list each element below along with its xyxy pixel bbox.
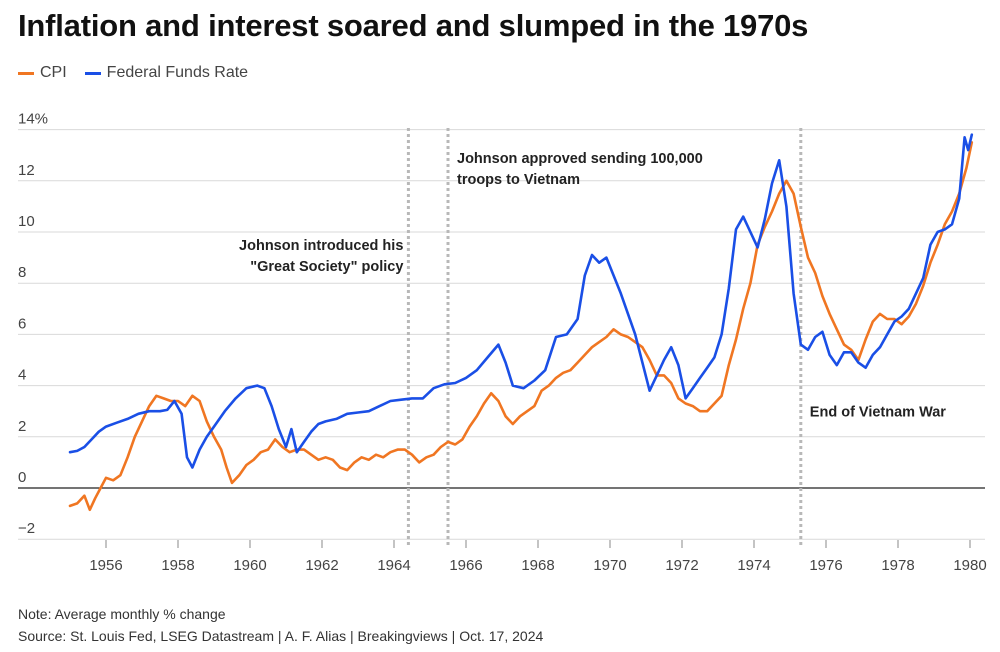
legend-label-fed-funds: Federal Funds Rate bbox=[106, 64, 249, 81]
x-tick-label: 1958 bbox=[161, 557, 194, 574]
chart-source: Source: St. Louis Fed, LSEG Datastream |… bbox=[18, 628, 544, 644]
x-tick-label: 1970 bbox=[593, 557, 626, 574]
event-annotation: Johnson approved sending 100,000 bbox=[457, 151, 703, 167]
legend-swatch-fed-funds bbox=[84, 71, 101, 75]
x-tick-label: 1974 bbox=[737, 557, 770, 574]
x-tick-label: 1976 bbox=[809, 557, 842, 574]
legend: CPI Federal Funds Rate bbox=[18, 64, 266, 82]
line-chart: 14% 12 10 8 6 4 2 0 −2 1956 1958 1960 1962 1964 1966 19… bbox=[18, 111, 987, 574]
legend-item-fed-funds: Federal Funds Rate bbox=[84, 64, 249, 82]
x-tick-label: 1960 bbox=[233, 557, 266, 574]
x-tick-label: 1972 bbox=[665, 557, 698, 574]
y-tick-label: −2 bbox=[18, 520, 35, 537]
fed-funds-series-line bbox=[68, 133, 974, 469]
y-tick-label: 12 bbox=[18, 162, 35, 179]
x-tick-label: 1964 bbox=[377, 557, 410, 574]
x-tick-label: 1968 bbox=[521, 557, 554, 574]
chart-note: Note: Average monthly % change bbox=[18, 606, 226, 622]
legend-label-cpi: CPI bbox=[40, 64, 67, 81]
legend-swatch-cpi bbox=[18, 71, 34, 75]
event-annotation: Johnson introduced his bbox=[239, 238, 403, 254]
y-tick-label: 6 bbox=[18, 315, 26, 332]
event-annotation: "Great Society" policy bbox=[250, 259, 403, 275]
x-tick-label: 1978 bbox=[881, 557, 914, 574]
legend-item-cpi: CPI bbox=[18, 64, 67, 82]
x-tick-label: 1966 bbox=[449, 557, 482, 574]
y-tick-label: 10 bbox=[18, 213, 35, 230]
event-annotation: End of Vietnam War bbox=[810, 404, 947, 420]
x-tick-label: 1962 bbox=[305, 557, 338, 574]
y-tick-label: 4 bbox=[18, 367, 26, 384]
y-tick-label: 0 bbox=[18, 469, 26, 486]
y-tick-label: 8 bbox=[18, 264, 26, 281]
cpi-series-line bbox=[68, 141, 974, 512]
x-tick-label: 1980 bbox=[953, 557, 986, 574]
event-annotation: troops to Vietnam bbox=[457, 172, 580, 188]
chart-title: Inflation and interest soared and slumpe… bbox=[18, 8, 809, 43]
y-tick-label: 14% bbox=[18, 111, 48, 128]
x-tick-label: 1956 bbox=[89, 557, 122, 574]
y-tick-label: 2 bbox=[18, 418, 26, 435]
